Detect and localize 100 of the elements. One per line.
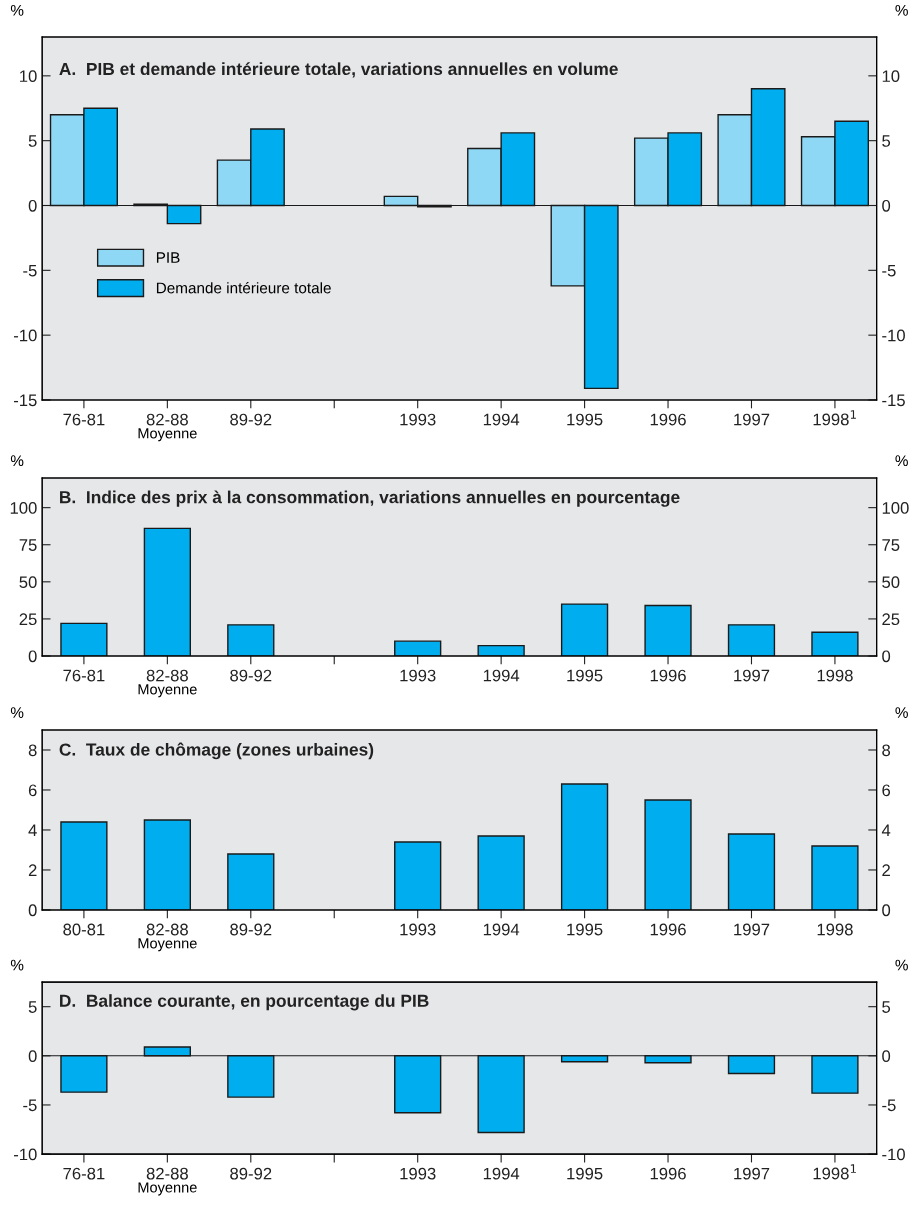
x-tick-label: 76-81 [63,1167,105,1180]
y2-axis-title: % [895,5,908,16]
x-tick-label: 1995 [567,669,603,682]
x-tick-label: 1998$^{1}$ [813,410,856,426]
x-tick-label: 1996 [650,413,686,426]
x-tick-label: 80-81 [63,923,105,936]
x-tick-label: 1994 [483,1167,520,1180]
y-tick-label: -10 [13,1148,37,1161]
y2-tick-label: 6 [882,784,891,797]
bar [60,622,108,656]
y-tick-label: -5 [23,1099,37,1112]
bar [60,821,108,910]
x-tick-label: 82-88 [146,669,188,682]
text: A. PIB et demande intérieure totale, variations annuelles en volume [59,62,618,78]
bar [227,624,275,656]
y2-tick-label: 5 [882,1001,891,1013]
y2-tick-label: 100 [882,502,909,514]
x-tick-label: 76-81 [63,413,105,426]
y2-axis-title: % [895,455,908,466]
y-axis-title: % [10,959,24,971]
bar [644,799,692,910]
x-tick-label: 1996 [650,669,686,682]
x-tick-label: 89-92 [230,1167,272,1180]
x-tick-label: 1993 [400,1167,436,1180]
y2-tick-label: 0 [882,904,891,917]
bar [727,624,776,656]
x-tick-label: 1994 [483,669,520,682]
x-tick-label: 1993 [400,669,436,682]
x-tick-label: 1993 [400,923,436,936]
x-tick-label: 1997 [734,1167,770,1180]
bar [644,604,692,656]
y-axis-title: % [10,5,24,16]
y2-tick-label: -5 [882,264,896,277]
legend-label: Demande intérieure totale [156,281,331,294]
x-tick-label: 1998$^{1}$ [813,1164,856,1180]
x-tick-label: 1997 [734,923,770,936]
x-tick-label: 1993 [400,413,436,426]
bar [560,603,609,656]
x-tick-label: 1997 [734,413,770,426]
x-tick-label: 1996 [650,923,686,936]
y-tick-label: 50 [19,576,37,589]
bar [477,644,525,656]
y2-tick-label: 8 [882,744,891,757]
x-tick-label: 82-88 [146,1167,188,1180]
y-tick-label: 0 [28,199,37,212]
text: Moyenne [138,1182,197,1196]
bar [143,527,191,656]
x-tick-label: 1996 [650,1167,686,1180]
y2-tick-label: -10 [882,329,905,342]
bar [394,640,442,656]
x-tick-label: 1998 [817,669,853,682]
y-tick-label: -10 [13,329,37,342]
y2-tick-label: 0 [882,650,891,663]
y2-tick-label: 75 [882,539,900,551]
bar [811,631,859,656]
x-tick-label: 1994 [483,923,520,936]
x-tick-label: 89-92 [230,413,272,426]
y2-axis-title: % [895,707,908,718]
y-tick-label: 6 [28,784,37,797]
y2-tick-label: 0 [882,199,891,212]
y2-tick-label: 5 [882,135,891,147]
y2-tick-label: -5 [882,1099,896,1112]
x-tick-label: 1994 [483,413,520,426]
y2-tick-label: -10 [882,1148,905,1161]
text: Moyenne [138,938,197,952]
y-tick-label: 75 [19,539,37,551]
bar [477,835,525,910]
y-tick-label: -5 [23,264,37,277]
x-tick-label: 1995 [567,923,603,936]
y2-tick-label: 0 [882,1050,891,1063]
x-tick-label: 1997 [734,669,770,682]
y-tick-label: 8 [28,744,37,757]
bar [811,845,859,910]
y-tick-label: -15 [13,394,37,407]
y2-tick-label: 50 [882,576,900,589]
y2-tick-label: 10 [882,70,900,83]
x-tick-label: 1995 [567,413,603,426]
y-tick-label: 100 [10,502,37,514]
legend-label: PIB [156,252,180,263]
y-tick-label: 10 [20,70,37,83]
x-tick-label: 1995 [567,1167,603,1180]
x-tick-label: 89-92 [230,923,272,936]
y-tick-label: 0 [28,1050,37,1063]
x-tick-label: 82-88 [146,923,188,936]
y-tick-label: 2 [28,864,37,876]
bar [394,841,442,910]
x-tick-label: 82-88 [146,413,188,426]
y-axis-title: % [10,455,24,466]
y2-tick-label: -15 [882,394,905,407]
text: Moyenne [138,428,197,442]
bar [727,833,776,910]
y-axis-title: % [10,707,24,718]
y-tick-label: 0 [28,904,37,917]
y2-tick-label: 25 [882,613,900,626]
y-tick-label: 0 [28,650,37,663]
bar [227,853,275,910]
y-tick-label: 25 [19,613,37,626]
y2-tick-label: 2 [882,864,890,876]
x-tick-label: 76-81 [63,669,105,682]
text: Moyenne [138,684,197,698]
